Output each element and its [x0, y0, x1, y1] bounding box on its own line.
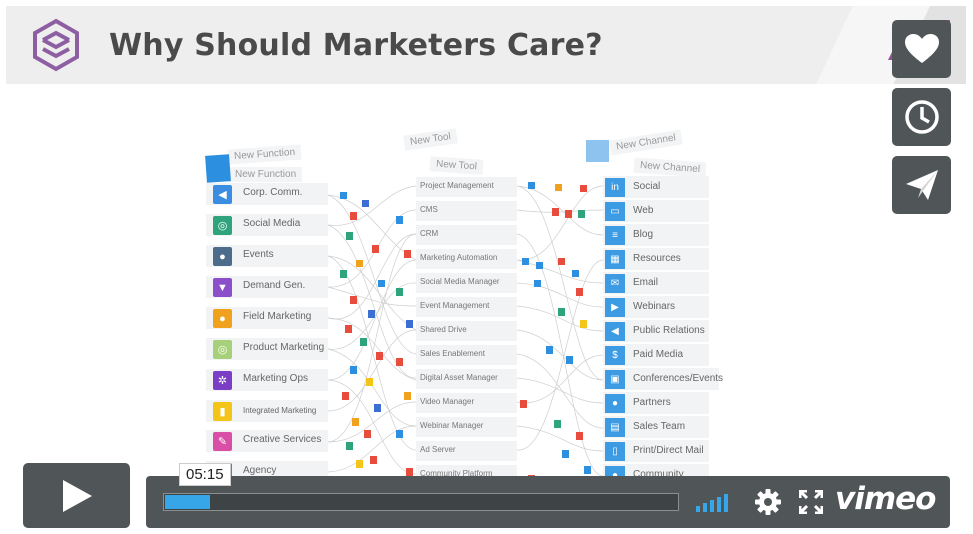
- channel-card: ▤ Sales Team: [603, 416, 709, 438]
- tool-card: Marketing Automation: [416, 249, 517, 269]
- document-icon: ≡: [605, 226, 625, 245]
- function-card: ▼ Demand Gen.: [206, 276, 328, 298]
- play-icon: ▶: [605, 298, 625, 317]
- function-card: ● Events: [206, 245, 328, 267]
- function-card: ✎ Creative Services: [206, 430, 328, 452]
- slide-header: Why Should Marketers Care?: [6, 6, 966, 84]
- envelope-icon: ✉: [605, 274, 625, 293]
- tool-card: Sales Enablement: [416, 345, 517, 365]
- channel-card: $ Paid Media: [603, 344, 709, 366]
- channel-card: ▦ Resources: [603, 248, 709, 270]
- pin-icon: ●: [213, 309, 232, 328]
- monitor-icon: ▭: [605, 202, 625, 221]
- chat-icon: ◎: [213, 216, 232, 235]
- new-channel-marker: [586, 140, 609, 162]
- tool-card: Webinar Manager: [416, 417, 517, 437]
- function-card: ◎ Social Media: [206, 214, 328, 236]
- channel-card: ▭ Web: [603, 200, 709, 222]
- tool-card: Shared Drive: [416, 321, 517, 341]
- channel-card: ◀ Public Relations: [603, 320, 709, 342]
- function-card: ◀ Corp. Comm.: [206, 183, 328, 205]
- channel-card: in Social: [603, 176, 709, 198]
- megaphone-icon: ◀: [213, 185, 232, 204]
- tool-card: Video Manager: [416, 393, 517, 413]
- grid-icon: ▦: [605, 250, 625, 269]
- tool-card: CMS: [416, 201, 517, 221]
- flag-icon: ▮: [213, 402, 232, 421]
- tool-card: Event Management: [416, 297, 517, 317]
- print-icon: ▯: [605, 442, 625, 461]
- dollar-icon: $: [605, 346, 625, 365]
- briefcase-icon: ▤: [605, 418, 625, 437]
- channel-card: ✉ Email: [603, 272, 709, 294]
- slide-title: Why Should Marketers Care?: [109, 28, 603, 63]
- tool-card: Digital Asset Manager: [416, 369, 517, 389]
- channel-card: ● Partners: [603, 392, 709, 414]
- tool-card: CRM: [416, 225, 517, 245]
- function-card: ◎ Product Marketing: [206, 338, 328, 360]
- megaphone-icon: ◀: [605, 322, 625, 341]
- function-card: ● Field Marketing: [206, 307, 328, 329]
- person-icon: ●: [605, 394, 625, 413]
- tool-card: Ad Server: [416, 441, 517, 461]
- like-button[interactable]: [892, 20, 951, 78]
- function-card: ✲ Marketing Ops: [206, 369, 328, 391]
- channel-card: ▯ Print/Direct Mail: [603, 440, 709, 462]
- gear-icon: ✲: [213, 371, 232, 390]
- channel-card: ▶ Webinars: [603, 296, 709, 318]
- connection-lines: [327, 182, 604, 482]
- header-new-function-2: New Function: [229, 167, 303, 182]
- play-button[interactable]: [23, 463, 130, 528]
- paper-plane-icon: [905, 170, 938, 200]
- volume-bars-icon[interactable]: [695, 491, 735, 513]
- channel-card: ▣ Conferences/Events: [603, 368, 723, 390]
- fullscreen-icon[interactable]: [799, 490, 823, 514]
- channel-card: ≡ Blog: [603, 224, 709, 246]
- people-icon: ●: [213, 247, 232, 266]
- pencil-icon: ✎: [213, 432, 232, 451]
- share-button[interactable]: [892, 156, 951, 214]
- target-icon: ◎: [213, 340, 232, 359]
- function-card: ▮ Integrated Marketing: [206, 400, 328, 422]
- time-tooltip: 05:15: [179, 463, 231, 486]
- watch-later-button[interactable]: [892, 88, 951, 146]
- clock-icon: [904, 100, 939, 134]
- player-controls: vimeo: [146, 476, 950, 528]
- calendar-icon: ▣: [605, 370, 625, 389]
- hexagon-stack-logo-icon: [33, 18, 79, 72]
- progress-fill: [165, 495, 210, 509]
- tool-card: Social Media Manager: [416, 273, 517, 293]
- tool-card: Project Management: [416, 177, 517, 197]
- linkedin-icon: in: [605, 178, 625, 197]
- progress-bar[interactable]: [163, 493, 679, 511]
- settings-gear-icon[interactable]: [755, 489, 781, 515]
- funnel-icon: ▼: [213, 278, 232, 297]
- heart-icon: [904, 34, 939, 63]
- vimeo-logo[interactable]: vimeo: [835, 481, 936, 517]
- new-function-marker: [205, 154, 231, 183]
- play-icon: [62, 479, 92, 512]
